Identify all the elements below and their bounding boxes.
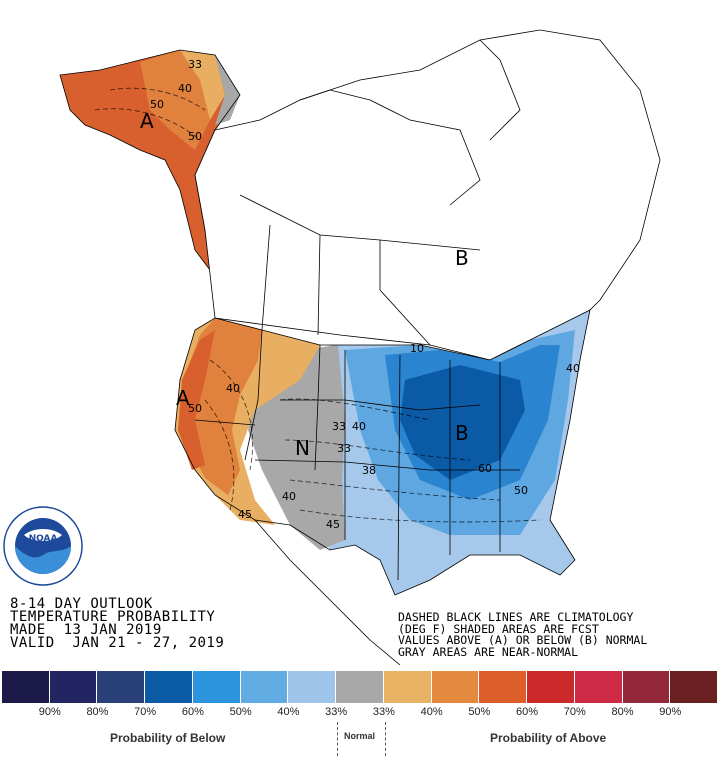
letter-alaska: A (140, 109, 154, 133)
colorbar-swatch (240, 671, 289, 703)
contour-label: 40 (178, 82, 192, 95)
colorbar-swatch (479, 671, 528, 703)
outlook-map: A A N B B 33 40 50 50 40 50 45 33 40 40 … (59, 29, 661, 665)
noaa-logo: NOAA (3, 506, 83, 586)
colorbar-tick-label: 60% (181, 706, 204, 718)
contour-label: 33 (188, 58, 202, 71)
contour-labels: 33 40 50 50 40 50 45 33 40 40 33 45 38 6… (150, 58, 580, 531)
contour-label: 40 (566, 362, 580, 375)
colorbar-swatch (622, 671, 671, 703)
letter-east: B (455, 421, 469, 445)
note-line: (DEG F) SHADED AREAS ARE FCST (398, 621, 599, 636)
colorbar-tick-label: 33% (325, 706, 348, 718)
mexico-outline (254, 519, 401, 665)
contour-label: 50 (150, 98, 164, 111)
contour-label: 45 (326, 518, 340, 531)
colorbar-tick-label: 80% (86, 706, 109, 718)
colorbar-swatch (192, 671, 241, 703)
logo-text: NOAA (29, 534, 58, 544)
contour-label: 40 (282, 490, 296, 503)
note-line: DASHED BLACK LINES ARE CLIMATOLOGY (398, 610, 634, 624)
letter-west: A (176, 386, 190, 410)
colorbar-tick-label: 60% (516, 706, 539, 718)
conus-region (174, 309, 591, 596)
colorbar-swatch (383, 671, 432, 703)
contour-label: 10 (410, 342, 424, 355)
colorbar-swatch (670, 671, 719, 703)
normal-divider-right (385, 722, 386, 756)
probability-colorbar (2, 671, 719, 703)
note-line: VALUES ABOVE (A) OR BELOW (B) NORMAL (398, 633, 648, 647)
colorbar-swatch (145, 671, 193, 703)
legend-note: DASHED BLACK LINES ARE CLIMATOLOGY (DEG F… (398, 610, 648, 659)
climatology-lines (94, 87, 541, 523)
below-label: Probability of Below (110, 731, 226, 745)
colorbar-swatch (574, 671, 623, 703)
contour-label: 45 (238, 508, 252, 521)
note-line: GRAY AREAS ARE NEAR-NORMAL (398, 644, 579, 659)
normal-label: Normal (344, 731, 376, 741)
colorbar-tick-label: 33% (372, 706, 395, 718)
outlook-info: 8-14 DAY OUTLOOK TEMPERATURE PROBABILITY M… (10, 596, 225, 651)
contour-label: 60 (478, 462, 492, 475)
colorbar-tick-label: 80% (611, 706, 634, 718)
colorbar-tick-label: 50% (468, 706, 491, 718)
contour-label: 40 (226, 382, 240, 395)
colorbar-swatch (97, 671, 146, 703)
colorbar-swatch (2, 671, 50, 703)
colorbar-tick-label: 90% (659, 706, 682, 718)
canada-region (194, 29, 661, 361)
colorbar-swatch (336, 671, 384, 703)
colorbar-tick-label: 70% (563, 706, 586, 718)
info-line: 8-14 DAY OUTLOOK (10, 596, 153, 612)
colorbar-swatch (527, 671, 575, 703)
colorbar-tick-label: 40% (420, 706, 443, 718)
colorbar-tick-label: 70% (134, 706, 157, 718)
info-line: TEMPERATURE PROBABILITY (10, 609, 216, 625)
info-line: VALID JAN 21 - 27, 2019 (10, 635, 225, 651)
contour-label: 33 (332, 420, 346, 433)
contour-label: 50 (514, 484, 528, 497)
info-line: MADE 13 JAN 2019 (10, 622, 162, 638)
contour-label: 40 (352, 420, 366, 433)
contour-label: 33 (337, 442, 351, 455)
colorbar-swatch (288, 671, 337, 703)
letter-canada: B (455, 246, 469, 270)
contour-label: 50 (188, 130, 202, 143)
colorbar-tick-label: 50% (229, 706, 252, 718)
letter-center: N (295, 436, 310, 460)
colorbar-tick-label: 40% (277, 706, 300, 718)
normal-divider-left (337, 722, 338, 756)
colorbar-swatch (431, 671, 480, 703)
colorbar-swatch (49, 671, 98, 703)
contour-label: 50 (188, 402, 202, 415)
colorbar-tick-label: 90% (38, 706, 61, 718)
above-label: Probability of Above (490, 731, 607, 745)
contour-label: 38 (362, 464, 376, 477)
